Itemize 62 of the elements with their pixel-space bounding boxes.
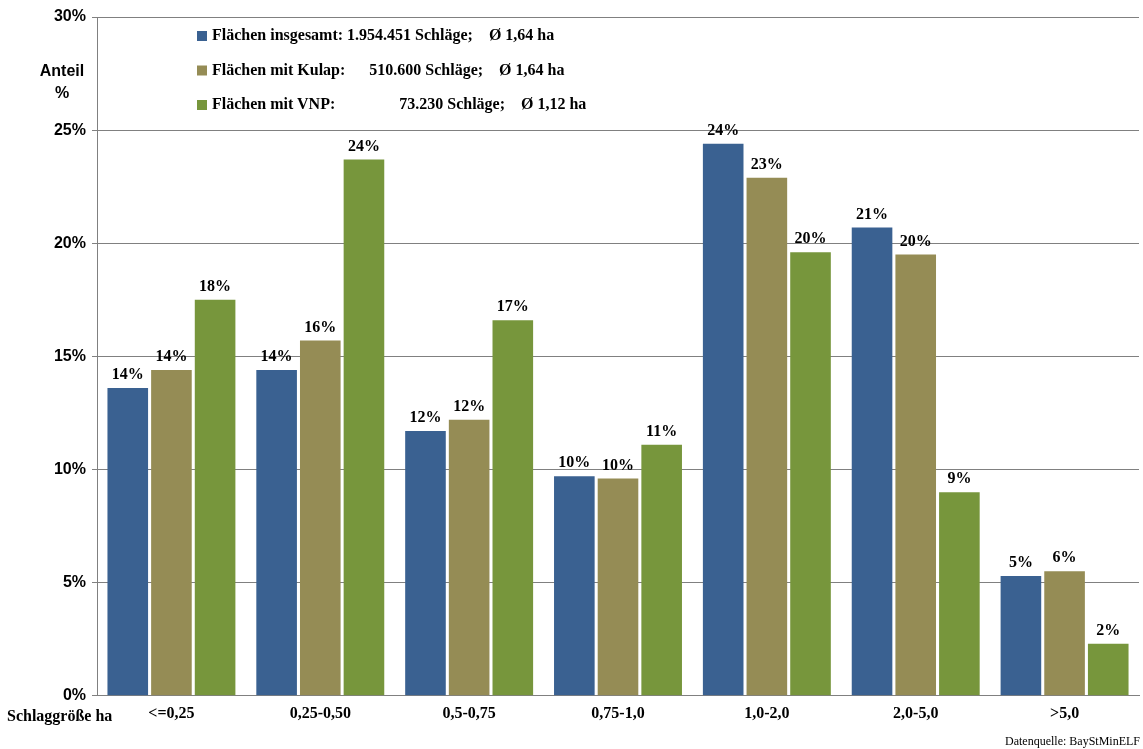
data-label: 11% (646, 421, 678, 439)
bar (702, 143, 744, 696)
data-label: 5% (1008, 553, 1033, 571)
data-label: 20% (899, 231, 932, 249)
legend-label: Flächen mit Kulap: 510.600 Schläge; Ø 1,64 ha (212, 60, 565, 79)
bar (256, 369, 297, 696)
y-tick-label: 15% (53, 346, 86, 364)
bar (851, 227, 893, 696)
data-label: 6% (1052, 548, 1077, 566)
x-tick-label: 0,5-0,75 (442, 703, 496, 721)
data-label: 12% (409, 408, 442, 426)
x-tick-label: 2,0-5,0 (893, 703, 939, 721)
bar (1000, 575, 1042, 696)
x-tick-label: <=0,25 (148, 703, 195, 721)
data-label: 14% (111, 365, 144, 383)
y-axis-title: Anteil % (39, 62, 85, 102)
bar (343, 159, 385, 696)
y-tick-label: 25% (53, 120, 86, 138)
data-label: 18% (199, 276, 232, 294)
data-label: 21% (856, 204, 889, 222)
x-tick-label: >5,0 (1050, 703, 1080, 721)
data-label: 24% (707, 120, 740, 138)
bar (554, 476, 595, 696)
bar (492, 320, 534, 696)
legend-label: Flächen insgesamt: 1.954.451 Schläge; Ø 1,64 ha (212, 26, 555, 45)
data-label: 23% (750, 154, 783, 172)
bar (1087, 643, 1129, 696)
bar (151, 369, 192, 696)
x-axis-title: Schlaggröße ha (7, 707, 113, 726)
bar (790, 252, 831, 696)
data-label: 10% (558, 453, 591, 471)
bar (405, 431, 446, 696)
bar (939, 492, 980, 696)
data-label: 24% (347, 136, 380, 154)
data-label: 10% (602, 455, 634, 473)
bar (1044, 571, 1085, 696)
data-label: 2% (1096, 620, 1121, 638)
data-label: 14% (260, 347, 293, 365)
bar (194, 299, 236, 696)
data-label: 16% (304, 317, 337, 335)
bar (299, 340, 341, 696)
y-tick-label: 10% (53, 459, 86, 477)
data-label: 14% (155, 347, 188, 365)
x-tick-label: 0,75-1,0 (591, 703, 645, 721)
bar (448, 419, 490, 696)
data-label: 17% (496, 297, 529, 315)
bar (107, 388, 149, 696)
y-tick-label: 20% (53, 233, 86, 251)
data-label: 9% (947, 469, 972, 487)
bar (895, 254, 937, 696)
bar (597, 478, 639, 696)
bar (641, 444, 682, 696)
bar (746, 177, 788, 696)
x-tick-label: 1,0-2,0 (744, 703, 790, 721)
y-tick-label: 5% (62, 573, 86, 591)
y-tick-label: 0% (62, 686, 86, 704)
x-tick-label: 0,25-0,50 (289, 703, 351, 721)
data-label: 20% (794, 229, 827, 247)
data-label: 12% (453, 396, 486, 414)
text: Datenquelle: BayStMinELF (1005, 734, 1141, 749)
y-tick-label: 30% (53, 7, 86, 25)
legend-label: Flächen mit VNP: 73.230 Schläge; Ø 1,12 ha (212, 95, 587, 114)
